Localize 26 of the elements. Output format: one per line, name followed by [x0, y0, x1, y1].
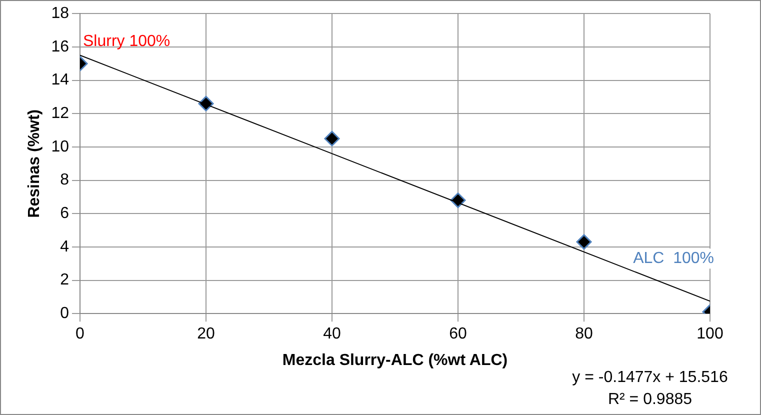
x-axis-title: Mezcla Slurry-ALC (%wt ALC): [282, 352, 508, 369]
point: [576, 234, 592, 250]
y-axis-title: Resinas (%wt): [26, 109, 44, 218]
y-tick-label: 10: [51, 138, 70, 156]
y-tick-label: 18: [51, 5, 70, 22]
text: R² = 0.9885: [608, 391, 692, 408]
y-tick-label: 8: [60, 172, 70, 189]
annotation: Slurry 100%: [82, 33, 170, 50]
y-tick-label: 16: [51, 38, 70, 56]
point: [324, 130, 340, 146]
y-tick-label: 12: [51, 105, 70, 122]
x-tick-label: 100: [696, 326, 724, 343]
x-tick-label: 40: [323, 326, 341, 343]
text: y = -0.1477x + 15.516: [572, 369, 728, 386]
y-tick-label: 2: [60, 272, 70, 289]
x-tick-label: 60: [449, 326, 467, 343]
y-tick-label: 6: [60, 205, 70, 222]
y-tick-label: 4: [60, 238, 70, 256]
point: [198, 96, 214, 112]
point: [450, 192, 466, 208]
annotation: ALC 100%: [633, 250, 714, 268]
x-tick-label: 80: [575, 326, 593, 343]
y-tick-label: 0: [60, 305, 70, 322]
x-tick-label: 0: [76, 326, 85, 343]
x-tick-label: 20: [197, 326, 215, 343]
y-tick-label: 14: [51, 72, 70, 89]
